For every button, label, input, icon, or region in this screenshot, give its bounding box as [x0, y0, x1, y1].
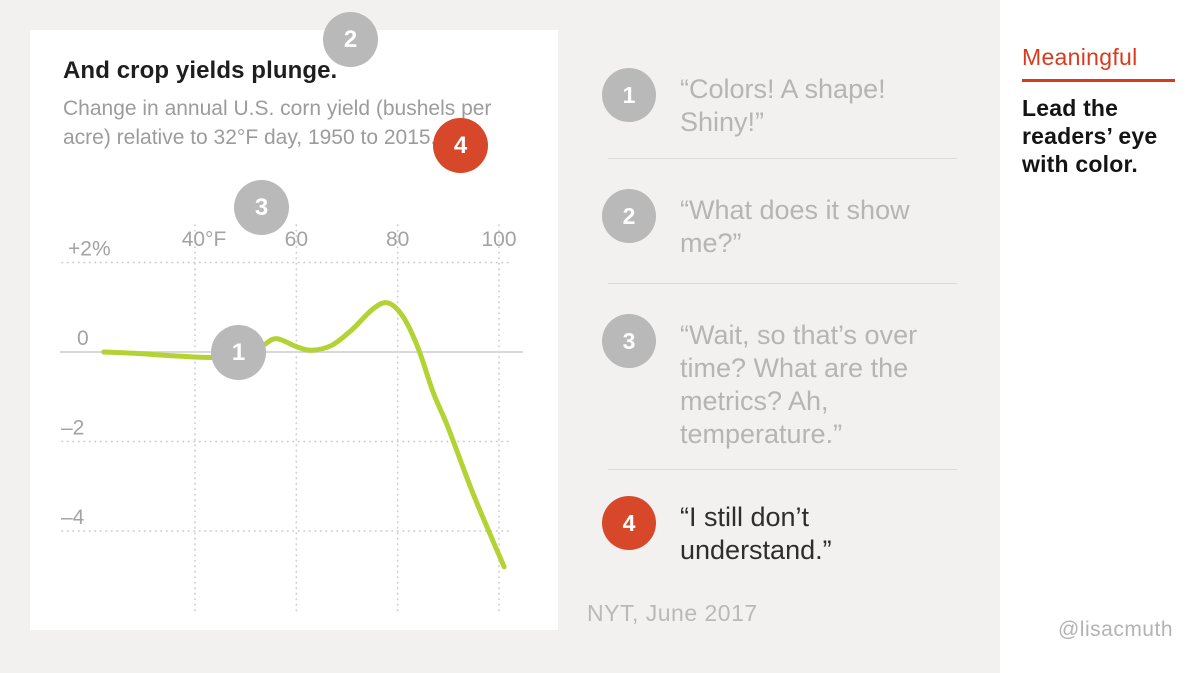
quote-divider-3 — [608, 469, 957, 470]
svg-text:40°F: 40°F — [182, 228, 227, 251]
svg-text:60: 60 — [285, 228, 308, 251]
sidebar-heading: Meaningful — [1022, 44, 1138, 70]
svg-text:100: 100 — [481, 228, 516, 251]
quote-2-number: 2 — [622, 202, 636, 229]
quote-1-number: 1 — [622, 81, 636, 108]
svg-text:80: 80 — [386, 228, 409, 251]
chart-marker-2-label: 2 — [343, 25, 358, 53]
quote-1-text: “Colors! A shape! Shiny!” — [680, 74, 886, 137]
chart-panel: 40°F 60 80 100 +2% 0 –2 –4 And crop yields plun… — [30, 30, 558, 630]
chart-marker-4-label: 4 — [453, 131, 468, 159]
quote-item-3: 3 “Wait, so that’s over time? What are t… — [602, 314, 942, 451]
sidebar-panel: Meaningful Lead the readers’ eye with co… — [1000, 0, 1200, 673]
svg-text:0: 0 — [77, 327, 89, 350]
quote-item-2: 2 “What does it show me?” — [602, 189, 942, 260]
chart-marker-1: 1 — [211, 325, 266, 380]
svg-text:–4: –4 — [61, 506, 85, 529]
source-caption: NYT, June 2017 — [587, 600, 758, 626]
sidebar-body-text: Lead the readers’ eye with color. — [1022, 95, 1158, 177]
quote-item-4: 4 “I still don’t understand.” — [602, 496, 942, 567]
corn-yield-line-chart: 40°F 60 80 100 +2% 0 –2 –4 — [60, 224, 523, 613]
quote-2-number-badge: 2 — [602, 189, 656, 243]
chart-marker-1-label: 1 — [231, 338, 246, 366]
author-handle: @lisacmuth — [1057, 618, 1173, 641]
quote-2-text: “What does it show me?” — [680, 195, 910, 258]
svg-text:+2%: +2% — [68, 238, 111, 261]
quote-3-number-badge: 3 — [602, 314, 656, 368]
quote-1-number-badge: 1 — [602, 68, 656, 122]
chart-marker-3: 3 — [234, 180, 289, 235]
chart-title: And crop yields plunge. — [63, 57, 338, 84]
chart-marker-3-label: 3 — [254, 193, 269, 221]
quote-4-number-badge: 4 — [602, 496, 656, 550]
chart-marker-4: 4 — [433, 118, 488, 173]
chart-subtitle: Change in annual U.S. corn yield (bushel… — [63, 97, 492, 149]
quote-4-text: “I still don’t understand.” — [680, 502, 832, 565]
quote-4-number: 4 — [622, 509, 636, 536]
chart-marker-2: 2 — [323, 12, 378, 67]
quote-item-1: 1 “Colors! A shape! Shiny!” — [602, 68, 942, 139]
quote-divider-1 — [608, 158, 957, 159]
quote-3-text: “Wait, so that’s over time? What are the… — [680, 320, 918, 449]
quote-divider-2 — [608, 283, 957, 284]
sidebar-heading-underline — [1022, 79, 1175, 82]
quote-3-number: 3 — [622, 327, 636, 354]
svg-text:–2: –2 — [61, 417, 84, 440]
